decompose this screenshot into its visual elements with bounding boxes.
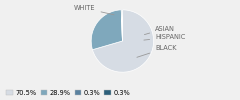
Legend: 70.5%, 28.9%, 0.3%, 0.3%: 70.5%, 28.9%, 0.3%, 0.3%	[6, 89, 131, 97]
Wedge shape	[91, 10, 122, 50]
Wedge shape	[121, 10, 122, 41]
Wedge shape	[92, 10, 154, 72]
Text: WHITE: WHITE	[74, 5, 114, 15]
Text: ASIAN: ASIAN	[144, 26, 175, 35]
Text: BLACK: BLACK	[137, 45, 177, 57]
Text: HISPANIC: HISPANIC	[144, 34, 186, 40]
